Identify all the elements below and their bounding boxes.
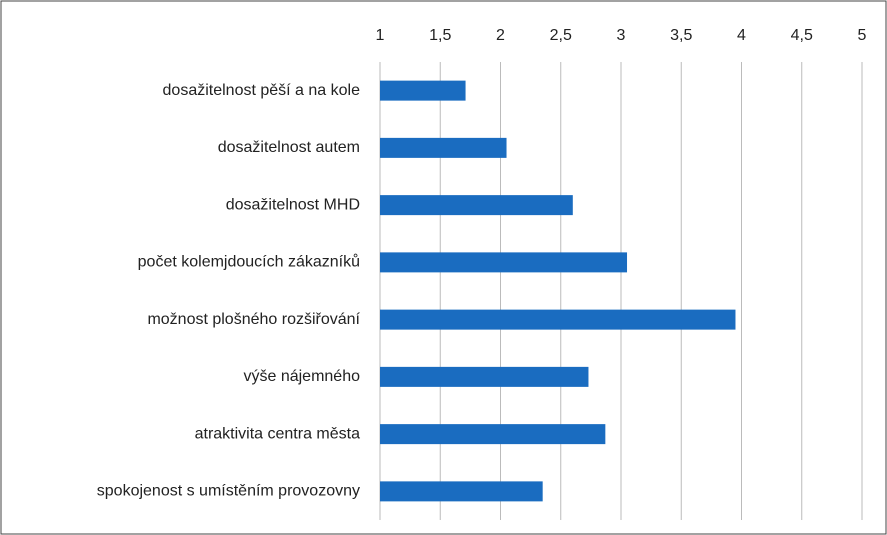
x-tick-label: 4 [737, 27, 746, 44]
bar [380, 137, 507, 158]
bar [380, 252, 628, 273]
y-tick-label: dosažitelnost pěší a na kole [163, 82, 361, 99]
bar [380, 309, 736, 330]
y-tick-label: dosažitelnost MHD [226, 196, 360, 213]
x-tick-label: 4,5 [791, 27, 813, 44]
bar [380, 481, 543, 502]
x-tick-label: 2,5 [550, 27, 572, 44]
x-tick-label: 3 [617, 27, 626, 44]
bar [380, 80, 466, 101]
x-tick-label: 2 [496, 27, 505, 44]
x-tick-label: 1 [376, 27, 385, 44]
y-tick-label: spokojenost s umístěním provozovny [97, 483, 360, 500]
x-tick-label: 1,5 [429, 27, 451, 44]
x-tick-label: 5 [858, 27, 867, 44]
bar [380, 424, 606, 445]
x-tick-label: 3,5 [670, 27, 692, 44]
bar [380, 366, 589, 387]
y-tick-label: výše nájemného [243, 368, 360, 385]
y-tick-label: možnost plošného rozšiřování [147, 311, 360, 328]
y-tick-label: atraktivita centra města [195, 425, 361, 442]
y-tick-label: dosažitelnost autem [218, 139, 360, 156]
bar [380, 195, 573, 216]
y-tick-label: počet kolemjdoucích zákazníků [138, 253, 360, 271]
